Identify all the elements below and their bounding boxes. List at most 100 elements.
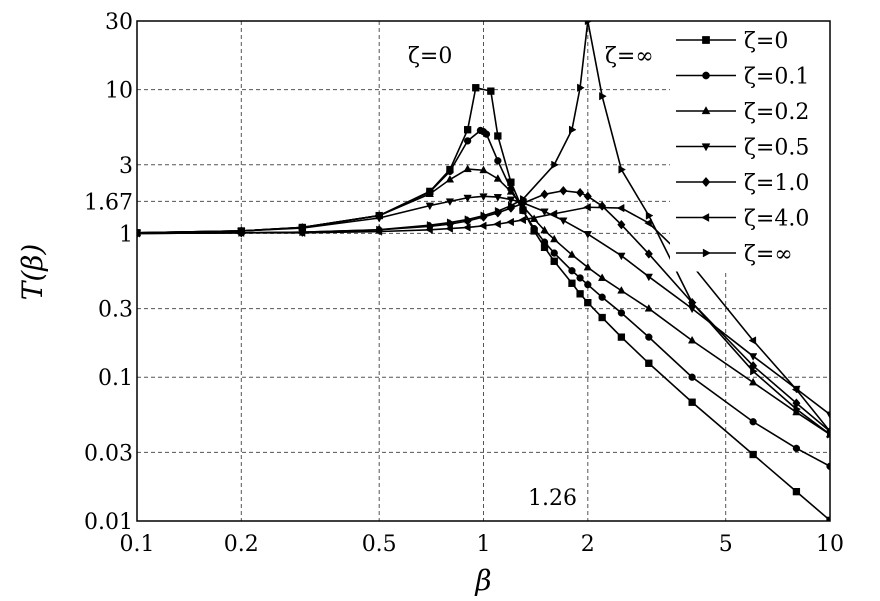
legend-label: ζ=0.5 xyxy=(744,136,809,161)
legend-marker xyxy=(701,213,710,222)
data-point xyxy=(493,174,503,182)
data-point xyxy=(376,225,384,234)
data-point xyxy=(583,231,592,239)
data-point xyxy=(445,224,453,233)
legend-marker xyxy=(701,143,711,152)
legend-label: ζ=0.2 xyxy=(744,100,809,125)
data-point xyxy=(238,228,246,237)
data-point xyxy=(540,238,549,246)
legend: ζ=0 ζ=0.1 ζ=0.2 ζ=0.5 ζ=1.0 ζ=4.0 ζ=∞ xyxy=(676,29,809,267)
legend-marker xyxy=(701,106,711,115)
y-tick-label: 0.3 xyxy=(98,298,133,323)
data-point xyxy=(825,411,830,420)
data-point xyxy=(576,290,584,298)
data-point xyxy=(493,219,501,229)
data-point xyxy=(644,303,653,312)
data-point xyxy=(299,228,307,237)
data-point xyxy=(550,257,558,265)
data-point xyxy=(598,201,607,211)
data-point xyxy=(446,218,455,227)
data-point xyxy=(577,83,585,92)
data-point xyxy=(618,165,626,174)
data-point xyxy=(748,353,758,361)
data-point xyxy=(644,218,652,228)
data-point xyxy=(645,211,654,220)
data-point xyxy=(472,84,480,92)
data-point xyxy=(583,191,592,202)
data-point xyxy=(464,215,473,224)
data-point xyxy=(598,313,606,322)
legend-marker xyxy=(702,36,710,44)
data-point xyxy=(530,224,538,233)
chart-annotation: 1.26 xyxy=(528,486,577,511)
data-point xyxy=(445,174,455,183)
data-point xyxy=(487,87,495,95)
data-point xyxy=(576,274,584,282)
data-point xyxy=(645,333,653,341)
legend-label: ζ=1.0 xyxy=(744,171,809,196)
y-tick-label: 3 xyxy=(119,154,133,179)
data-point xyxy=(617,333,626,341)
data-point xyxy=(551,160,559,169)
data-point xyxy=(616,203,625,213)
y-tick-label: 1 xyxy=(119,222,133,247)
data-point xyxy=(549,209,558,218)
data-point xyxy=(506,217,514,227)
data-point xyxy=(750,367,758,376)
data-point xyxy=(463,223,471,232)
data-point xyxy=(518,215,526,225)
data-point xyxy=(748,377,758,386)
data-point xyxy=(540,189,549,200)
x-axis-label: β xyxy=(474,564,491,597)
data-point xyxy=(507,201,516,210)
data-point xyxy=(568,267,576,275)
legend-label: ζ=0 xyxy=(744,29,788,54)
data-point xyxy=(540,208,549,217)
data-point xyxy=(576,187,585,198)
data-point xyxy=(645,359,653,367)
chart-annotation: ζ=∞ xyxy=(605,44,654,69)
data-point xyxy=(550,249,558,257)
data-point xyxy=(463,137,472,145)
data-point xyxy=(584,298,592,307)
tick-labels: 0.1 0.2 0.5 1 2 5 10 0.01 0.03 0.1 0.3 1 1.67 3 10 30 xyxy=(84,10,844,557)
x-tick-label: 5 xyxy=(719,532,733,557)
data-point xyxy=(617,252,626,261)
data-point xyxy=(494,206,503,216)
data-point xyxy=(748,336,757,345)
legend-marker xyxy=(702,71,710,80)
y-tick-label: 0.01 xyxy=(84,510,133,535)
data-point xyxy=(598,293,606,301)
data-point xyxy=(583,262,592,271)
x-tick-label: 0.2 xyxy=(224,532,259,557)
data-point xyxy=(478,221,487,230)
data-point xyxy=(425,189,434,197)
data-point xyxy=(426,221,435,230)
y-axis-label: T(β) xyxy=(16,244,49,301)
data-point xyxy=(688,373,696,381)
data-point xyxy=(617,309,626,317)
legend-label: ζ=0.1 xyxy=(744,65,809,90)
data-point xyxy=(792,487,801,496)
data-point xyxy=(749,450,757,459)
data-point xyxy=(567,250,577,258)
data-point xyxy=(425,202,434,211)
x-tick-label: 2 xyxy=(581,532,595,557)
data-point xyxy=(493,194,503,202)
data-point xyxy=(689,298,697,307)
legend-marker xyxy=(702,248,711,258)
data-point xyxy=(687,335,697,344)
chart-annotation: ζ=0 xyxy=(408,44,452,69)
data-point xyxy=(584,281,592,289)
data-point xyxy=(494,157,502,165)
legend-label: ζ=4.0 xyxy=(744,207,809,232)
data-point xyxy=(529,214,539,222)
y-tick-label: 10 xyxy=(105,79,133,104)
data-point xyxy=(559,185,568,196)
series-markers xyxy=(137,21,830,521)
data-point xyxy=(446,167,454,176)
data-point xyxy=(506,196,516,205)
data-point xyxy=(463,126,472,134)
x-tick-label: 1 xyxy=(477,532,491,557)
